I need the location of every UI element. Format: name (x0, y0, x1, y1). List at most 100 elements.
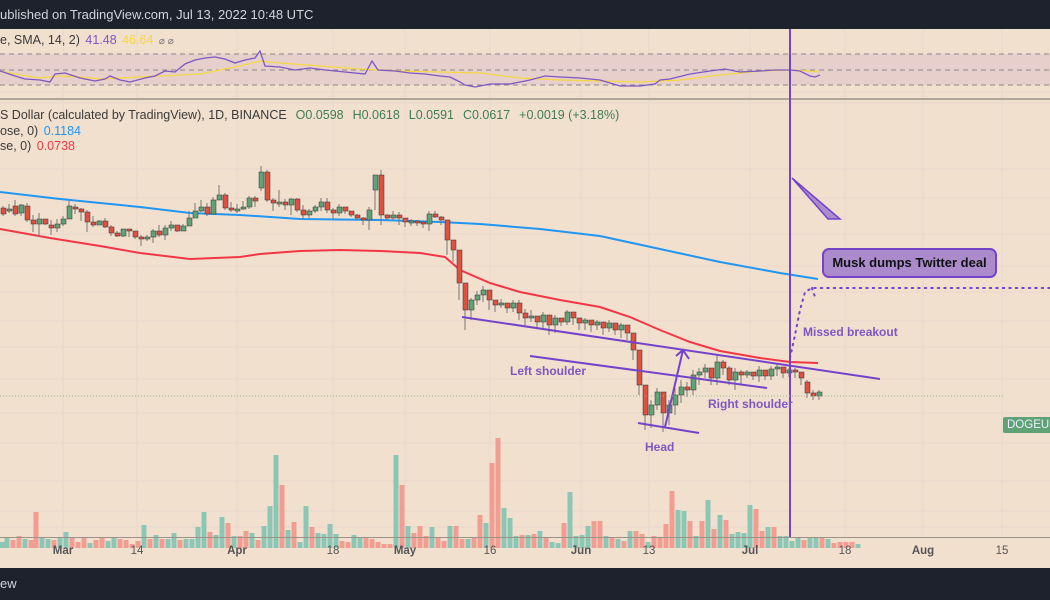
candle-body (390, 214, 397, 219)
volume-bar (105, 541, 111, 548)
candle-body (120, 228, 127, 237)
volume-bar (381, 544, 387, 548)
candle-body (24, 205, 31, 221)
x-tick-label: 18 (326, 545, 340, 557)
rsi-legend-label: e, SMA, 14, 2) (0, 33, 80, 47)
volume-bar (759, 531, 765, 548)
candle-body (348, 210, 355, 216)
candle-body (540, 314, 547, 323)
candle-body (288, 198, 295, 206)
rsi-line (0, 49, 821, 88)
ma200-value: 0.1184 (43, 124, 82, 138)
candle-body (612, 322, 619, 331)
volume-bar (723, 520, 729, 548)
volume-bar (363, 537, 369, 548)
volume-bar (369, 539, 375, 548)
musk-callout[interactable]: Musk dumps Twitter deal (822, 248, 997, 278)
volume-bar (603, 536, 609, 548)
volume-bar (141, 525, 147, 548)
candle-body (228, 207, 235, 211)
head-label[interactable]: Head (645, 440, 675, 454)
footer-brand: ew (0, 576, 17, 591)
volume-bar (639, 534, 645, 548)
candle-body (432, 213, 439, 218)
candle-body (66, 205, 73, 220)
ma50-label: se, 0) (0, 139, 32, 153)
missed-breakout-arrow (811, 287, 816, 298)
candle-body (660, 391, 667, 414)
volume-bar (171, 533, 177, 548)
candle-body (42, 218, 49, 225)
x-tick-label: 18 (838, 545, 852, 557)
volume-bar (63, 532, 69, 548)
right-shoulder-label[interactable]: Right shoulder (708, 397, 793, 411)
publish-info: ublished on TradingView.com, Jul 13, 202… (0, 7, 314, 22)
candle-body (240, 206, 247, 210)
volume-bar (651, 536, 657, 548)
time-axis[interactable]: Mar 14 Apr 18 May 16 Jun 13 Jul 18 Aug 15 (0, 537, 1050, 568)
candle-body (6, 208, 13, 212)
volume-bar (621, 541, 627, 548)
volume-bar (243, 531, 249, 548)
volume-bar (441, 541, 447, 548)
candle-body (372, 174, 379, 191)
candle-body (246, 197, 253, 208)
chart-canvas[interactable] (0, 29, 1050, 568)
candle-body (492, 299, 499, 306)
candle-body (558, 317, 565, 323)
volume-bar (225, 523, 231, 548)
candle-body (456, 249, 463, 284)
candle-body (78, 208, 85, 213)
candle-body (270, 199, 277, 204)
arrow-head (675, 348, 690, 360)
hidden-values-icon[interactable]: ⌀ ⌀ (158, 36, 174, 47)
candle-body (714, 361, 721, 379)
neckline-upper (461, 316, 881, 380)
chart-area[interactable]: e, SMA, 14, 2) 41.48 46.64 ⌀ ⌀ S Dollar … (0, 29, 1050, 568)
candle-body (654, 391, 661, 406)
missed-breakout-label[interactable]: Missed breakout (803, 325, 898, 339)
volume-bar (555, 543, 561, 548)
candle-body (72, 206, 79, 210)
x-tick-label: Aug (911, 545, 935, 557)
candle-body (642, 384, 649, 416)
volume-bar (579, 535, 585, 548)
volume-bar (267, 506, 273, 548)
volume-bar (777, 536, 783, 548)
volume-bar (387, 544, 393, 548)
price-tag: DOGEUS (1003, 417, 1050, 433)
candle-body (762, 369, 769, 377)
ohlc-change: +0.0019 (+3.18%) (519, 108, 620, 122)
volume-bar (525, 535, 531, 548)
volume-bar (843, 542, 849, 548)
ohlc-close: C0.0617 (462, 108, 511, 122)
candle-body (114, 232, 121, 237)
volume-bar (735, 532, 741, 548)
candle-body (720, 361, 727, 369)
candle-body (552, 317, 559, 326)
volume-bar (477, 515, 483, 548)
volume-bar (159, 539, 165, 548)
volume-bar (753, 509, 759, 548)
candle-body (198, 206, 205, 212)
volume-bar (807, 538, 813, 548)
candle-body (774, 366, 781, 370)
volume-bar (255, 540, 261, 548)
volume-bar (213, 535, 219, 548)
candle-body (582, 319, 589, 324)
volume-bar (741, 533, 747, 548)
ma50-value: 0.0738 (36, 139, 75, 153)
volume-bar (10, 540, 16, 548)
volume-bar (483, 523, 489, 548)
volume-bar (687, 521, 693, 548)
candle-body (204, 206, 211, 215)
volume-bar (123, 540, 129, 548)
left-shoulder-label[interactable]: Left shoulder (510, 364, 587, 378)
candle-body (414, 220, 421, 224)
volume-bar (537, 531, 543, 548)
volume-bar (711, 529, 717, 548)
x-tick-label: Apr (227, 545, 247, 557)
volume-bar (501, 508, 507, 548)
volume-bar (16, 536, 22, 548)
candle-body (756, 369, 763, 377)
